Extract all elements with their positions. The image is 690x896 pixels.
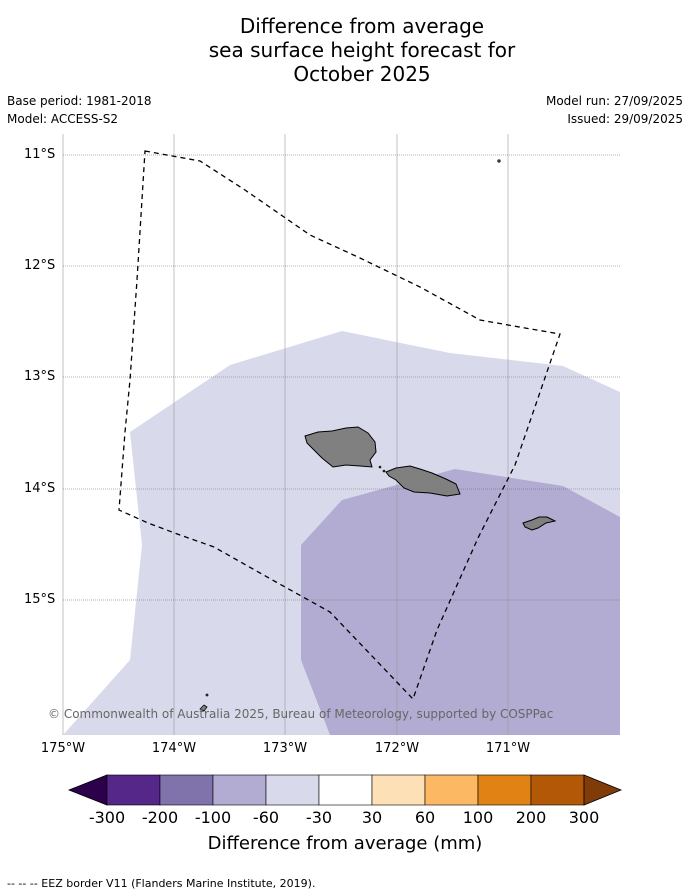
lon-label-173w: 173°W <box>262 741 308 756</box>
colorbar-segment <box>318 774 373 806</box>
eez-border <box>118 150 561 701</box>
colorbar-segment <box>106 774 161 806</box>
lon-label-172w: 172°W <box>374 741 420 756</box>
issued-label: Issued: 29/09/2025 <box>567 112 683 126</box>
map-title: Difference from average sea surface heig… <box>0 14 690 86</box>
lat-label-14s: 14°S <box>24 481 56 496</box>
small-islets <box>199 159 501 712</box>
lon-label-174w: 174°W <box>151 741 197 756</box>
colorbar-segment <box>159 774 214 806</box>
model-run-label: Model run: 27/09/2025 <box>545 94 683 108</box>
model-label: Model: ACCESS-S2 <box>7 112 119 126</box>
island-savaii <box>304 426 377 468</box>
colorbar-tick-label: 30 <box>361 808 383 827</box>
base-period-label: Base period: 1981-2018 <box>7 94 152 108</box>
colorbar-tick-label: -200 <box>141 808 179 827</box>
colorbar-tick-label: 300 <box>568 808 600 827</box>
title-line-3: October 2025 <box>293 62 431 86</box>
lat-label-12s: 12°S <box>24 258 56 273</box>
colorbar-tick-label: -100 <box>194 808 232 827</box>
lat-gridlines <box>63 154 620 601</box>
colorbar <box>67 774 623 806</box>
colorbar-tick-label: 60 <box>414 808 436 827</box>
island-tutuila <box>522 516 557 531</box>
colorbar-tick-label: -30 <box>305 808 333 827</box>
colorbar-extend-low <box>67 774 108 806</box>
title-line-2: sea surface height forecast for <box>208 38 516 62</box>
lon-label-171w: 171°W <box>485 741 531 756</box>
lat-label-13s: 13°S <box>24 369 56 384</box>
colorbar-tick-label: -60 <box>252 808 280 827</box>
anomaly-region-medium <box>301 469 620 735</box>
colorbar-segment <box>530 774 585 806</box>
colorbar-segment <box>212 774 267 806</box>
gridlines <box>62 134 509 735</box>
colorbar-extend-high <box>583 774 623 806</box>
copyright-notice: © Commonwealth of Australia 2025, Bureau… <box>48 707 554 721</box>
colorbar-segment <box>371 774 426 806</box>
colorbar-tick-label: -300 <box>88 808 126 827</box>
eez-legend: -- -- -- EEZ border V11 (Flanders Marine… <box>7 877 316 890</box>
lat-label-11s: 11°S <box>24 147 56 162</box>
lon-label-175w: 175°W <box>40 741 86 756</box>
colorbar-segment <box>265 774 320 806</box>
colorbar-segment <box>477 774 532 806</box>
colorbar-tick-label: 200 <box>515 808 547 827</box>
lat-label-15s: 15°S <box>24 592 56 607</box>
title-line-1: Difference from average <box>239 14 485 38</box>
colorbar-segment <box>424 774 479 806</box>
colorbar-title: Difference from average (mm) <box>207 833 483 854</box>
island-upolu <box>385 465 461 497</box>
colorbar-tick-label: 100 <box>462 808 494 827</box>
